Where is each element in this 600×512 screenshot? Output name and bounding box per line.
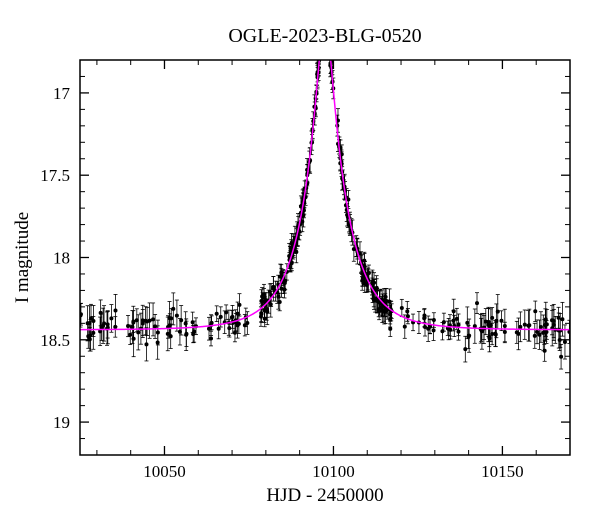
ytick-label: 17 [53,84,71,103]
xtick-label: 10100 [312,462,355,481]
ytick-label: 19 [53,413,70,432]
x-axis-label: HJD - 2450000 [266,485,383,506]
lightcurve-chart: 10050 10100 10150 17 17.5 18 18.5 19 OGLE-2023-B… [0,0,600,512]
chart-svg: 10050 10100 10150 17 17.5 18 18.5 19 OGLE-2023-B… [0,0,600,512]
y-axis-label: I magnitude [12,212,33,303]
xtick-label: 10050 [143,462,186,481]
chart-title: OGLE-2023-BLG-0520 [228,25,421,47]
ytick-label: 18.5 [40,331,70,350]
ytick-label: 17.5 [40,166,70,185]
xtick-label: 10150 [481,462,524,481]
ytick-label: 18 [53,249,70,268]
